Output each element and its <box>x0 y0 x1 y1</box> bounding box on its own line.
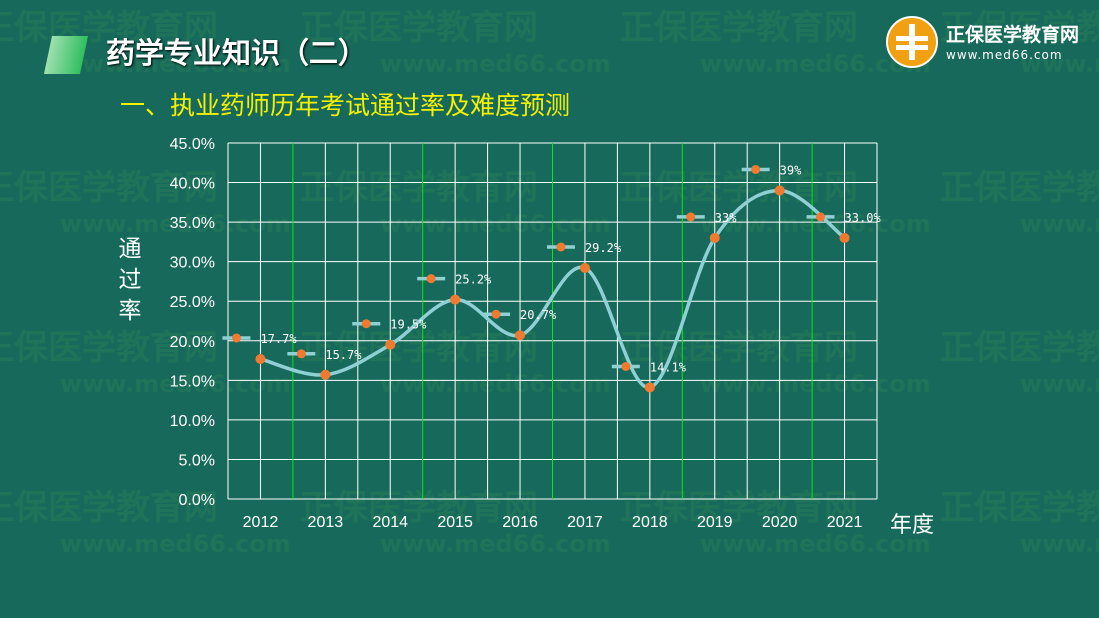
data-label: 25.2% <box>455 273 492 287</box>
label-marker-dot <box>621 361 631 371</box>
x-axis-label: 年度 <box>890 513 935 538</box>
data-point <box>774 185 785 196</box>
x-tick-label: 2016 <box>502 514 538 531</box>
x-tick-label: 2019 <box>697 514 733 531</box>
data-label: 15.7% <box>325 348 362 362</box>
label-marker-dot <box>491 309 501 319</box>
section-subtitle: 一、执业药师历年考试通过率及难度预测 <box>120 91 571 120</box>
data-label: 33% <box>715 211 737 225</box>
x-tick-label: 2020 <box>762 514 798 531</box>
data-point <box>385 339 396 350</box>
label-marker-dot <box>751 164 761 174</box>
data-point <box>515 330 526 341</box>
data-point <box>839 232 850 243</box>
logo: 正保医学教育网 www.med66.com <box>886 14 1086 70</box>
data-label: 17.7% <box>260 332 297 346</box>
y-tick-label: 10.0% <box>170 413 215 430</box>
data-point <box>644 382 655 393</box>
label-marker-dot <box>686 212 696 222</box>
data-point <box>320 369 331 380</box>
label-marker-dot <box>426 274 436 284</box>
data-point <box>579 262 590 273</box>
data-label: 33.0% <box>845 211 882 225</box>
series-line <box>259 188 846 390</box>
data-point <box>255 353 266 364</box>
y-tick-label: 30.0% <box>170 255 215 272</box>
label-marker-dot <box>816 212 826 222</box>
x-tick-label: 2013 <box>308 514 344 531</box>
x-tick-label: 2015 <box>437 514 473 531</box>
data-label: 39% <box>780 163 802 177</box>
y-tick-label: 40.0% <box>170 176 215 193</box>
y-tick-label: 25.0% <box>170 294 215 311</box>
label-marker-dot <box>361 319 371 329</box>
data-label: 14.1% <box>650 360 687 374</box>
x-tick-label: 2012 <box>243 514 279 531</box>
x-tick-label: 2018 <box>632 514 668 531</box>
logo-icon <box>886 16 938 68</box>
x-tick-label: 2017 <box>567 514 603 531</box>
label-marker-dot <box>231 333 241 343</box>
y-tick-label: 0.0% <box>179 492 215 509</box>
data-point <box>450 294 461 305</box>
y-tick-label: 45.0% <box>170 136 215 153</box>
y-tick-label: 20.0% <box>170 334 215 351</box>
logo-url: www.med66.com <box>946 48 1063 62</box>
data-point <box>709 232 720 243</box>
logo-name: 正保医学教育网 <box>946 24 1080 46</box>
x-tick-label: 2014 <box>372 514 408 531</box>
y-tick-label: 15.0% <box>170 373 215 390</box>
data-label: 29.2% <box>585 241 622 255</box>
y-axis-label: 通过率 <box>118 236 142 324</box>
x-tick-label: 2021 <box>827 514 863 531</box>
data-label: 19.5% <box>390 318 427 332</box>
label-marker-dot <box>296 349 306 359</box>
y-tick-label: 35.0% <box>170 215 215 232</box>
page-title: 药学专业知识（二） <box>106 36 368 70</box>
data-label: 20.7% <box>520 308 557 322</box>
y-tick-label: 5.0% <box>179 452 215 469</box>
label-marker-dot <box>556 242 566 252</box>
